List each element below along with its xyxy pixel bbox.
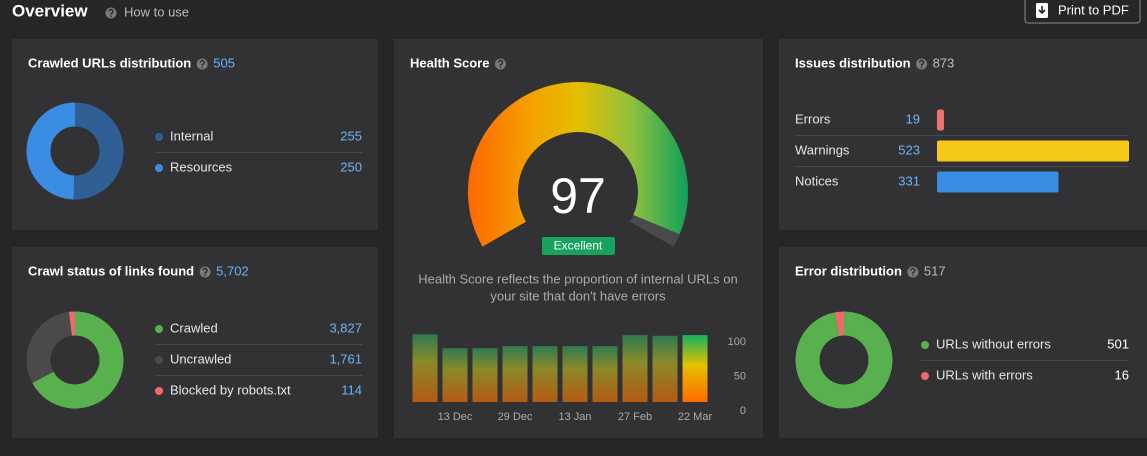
history-bar [503, 346, 528, 402]
x-tick-label: 13 Jan [558, 411, 591, 423]
history-bar [653, 336, 678, 402]
legend-value: 255 [340, 128, 362, 143]
legend-dot [155, 325, 163, 333]
legend-dot [921, 372, 929, 380]
help-icon [916, 59, 927, 70]
help-icon [495, 59, 506, 70]
help-icon [907, 267, 918, 278]
print-label: Print to PDF [1058, 2, 1129, 17]
legend-dot [155, 387, 163, 395]
issue-bar [937, 141, 1129, 162]
history-bar [533, 346, 558, 402]
x-tick-label: 27 Feb [618, 411, 652, 423]
description: your site that don't have errors [490, 288, 666, 303]
legend-value: 114 [341, 382, 362, 397]
help-icon [200, 267, 211, 278]
legend-label: URLs with errors [936, 367, 1033, 382]
card-title: Issues distribution [795, 55, 911, 70]
description: Health Score reflects the proportion of … [418, 271, 737, 286]
issue-label: Warnings [795, 142, 850, 157]
legend-label: Blocked by robots.txt [170, 382, 291, 397]
legend-value: 501 [1107, 336, 1129, 351]
legend-dot [155, 133, 163, 141]
history-bar [683, 335, 708, 402]
issue-label: Notices [795, 173, 839, 188]
history-bar [473, 348, 498, 402]
y-tick-label: 100 [728, 336, 746, 348]
issue-bar [937, 172, 1059, 193]
help-icon [106, 8, 117, 19]
page-title: Overview [12, 1, 88, 20]
legend-label: Crawled [170, 320, 218, 335]
help-dot [204, 275, 206, 277]
issue-value: 19 [906, 111, 920, 126]
score: 97 [550, 168, 606, 224]
issue-value: 523 [898, 142, 920, 157]
card-title: Error distribution [795, 263, 902, 278]
history-bar [443, 348, 468, 402]
badge-label: Excellent [554, 239, 603, 253]
legend-value: 1,761 [329, 351, 362, 366]
legend-dot [155, 356, 163, 364]
y-tick-label: 50 [734, 370, 746, 382]
legend-label: URLs without errors [936, 336, 1051, 351]
card-total: 5,702 [216, 263, 249, 278]
help-link[interactable]: How to use [124, 4, 189, 19]
legend-dot [921, 341, 929, 349]
x-tick-label: 29 Dec [498, 411, 533, 423]
donut-segment [837, 324, 844, 325]
legend-dot [155, 164, 163, 172]
card-total: 517 [924, 263, 946, 278]
help-dot [912, 275, 914, 277]
card-title: Crawled URLs distribution [28, 55, 191, 70]
issue-label: Errors [795, 111, 831, 126]
legend-label: Resources [170, 159, 233, 174]
legend-value: 3,827 [329, 320, 362, 335]
history-bar [623, 335, 648, 402]
x-tick-label: 13 Dec [438, 411, 473, 423]
card-total: 505 [213, 55, 235, 70]
help-dot [201, 67, 203, 69]
history-bar [413, 334, 438, 402]
legend-value: 250 [340, 159, 362, 174]
card-total: 873 [933, 55, 955, 70]
y-tick-label: 0 [740, 405, 746, 417]
issue-bar [937, 110, 944, 131]
legend-label: Uncrawled [170, 351, 231, 366]
help-icon [197, 59, 208, 70]
help-dot [110, 15, 112, 17]
history-bar [563, 346, 588, 402]
legend-value: 16 [1115, 367, 1129, 382]
pdf-icon [1036, 3, 1048, 18]
card-title: Crawl status of links found [28, 263, 194, 278]
help-dot [500, 67, 502, 69]
card-title: Health Score [410, 55, 489, 70]
x-tick-label: 22 Mar [678, 411, 713, 423]
help-dot [921, 67, 923, 69]
legend-label: Internal [170, 128, 213, 143]
history-bar [593, 346, 618, 402]
issue-value: 331 [898, 173, 920, 188]
